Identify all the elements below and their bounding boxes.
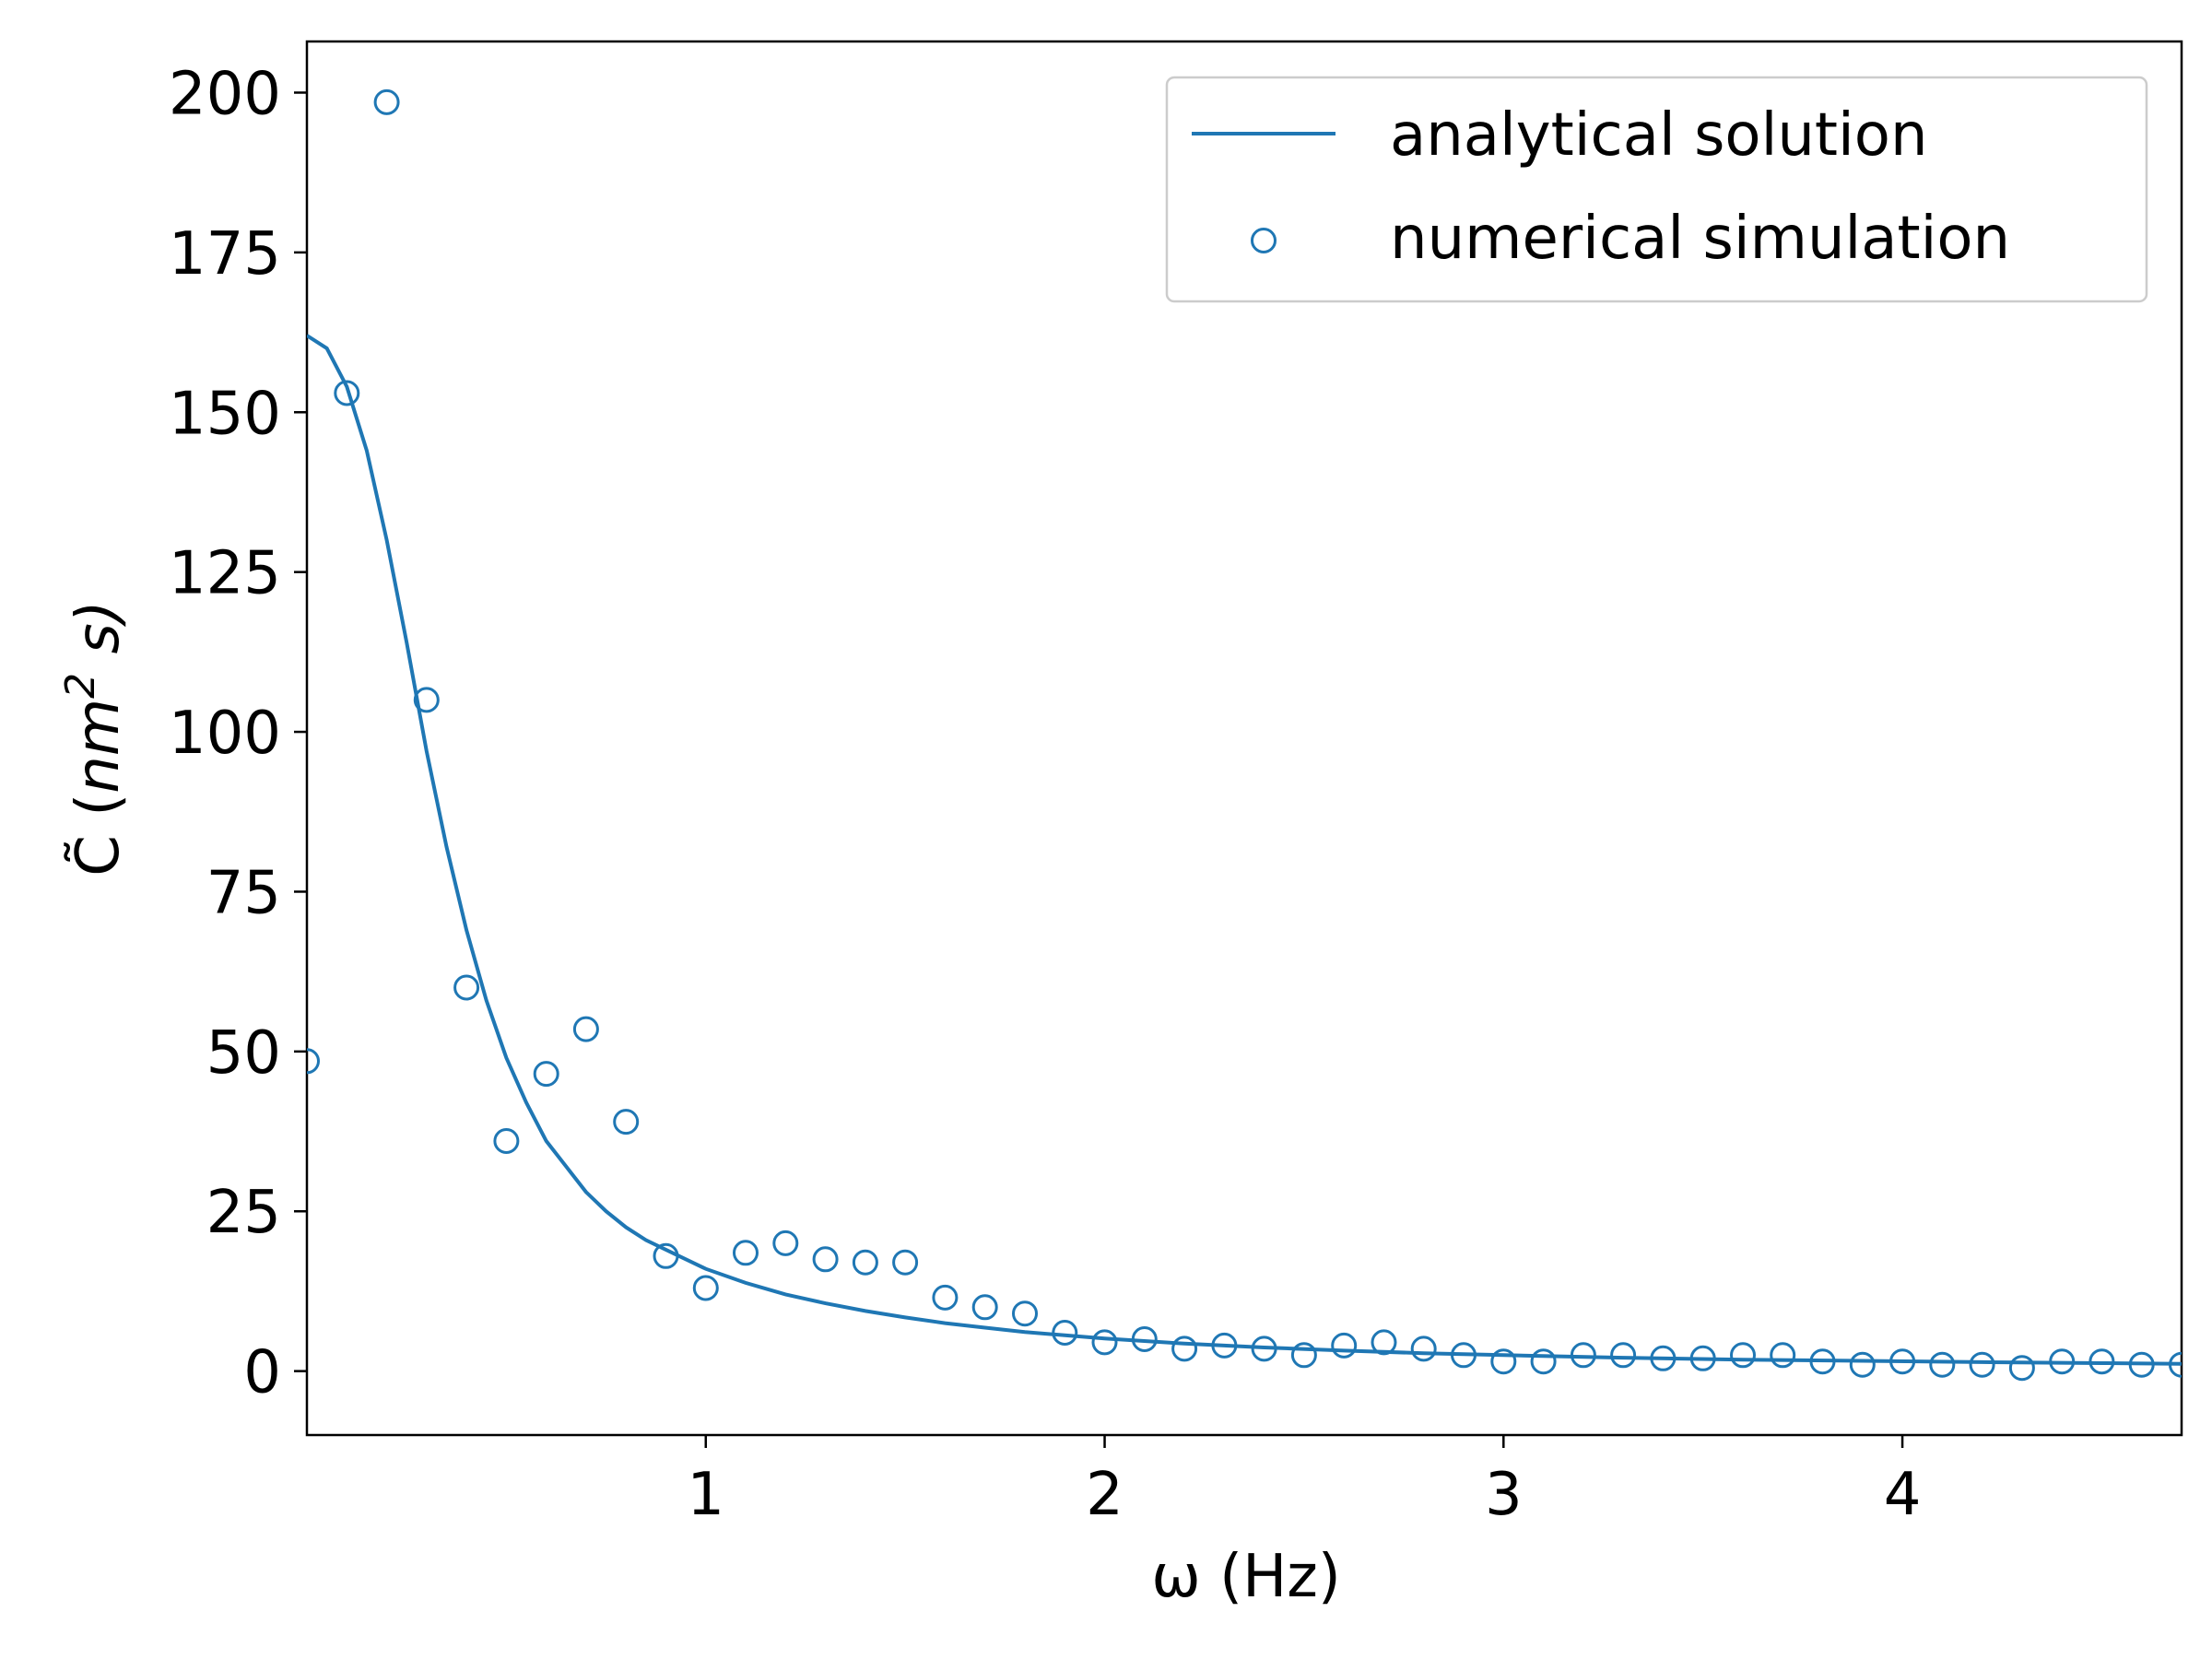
data-point-marker xyxy=(653,1242,679,1269)
data-point-marker xyxy=(1251,1335,1277,1362)
data-point-marker xyxy=(1371,1329,1397,1356)
data-point-marker xyxy=(1290,1342,1317,1369)
data-point-marker xyxy=(1410,1335,1437,1362)
data-point-marker xyxy=(493,1128,520,1154)
data-point-marker xyxy=(733,1240,759,1266)
y-tick-label: 0 xyxy=(243,1339,281,1407)
y-tick-label: 75 xyxy=(206,859,281,927)
data-point-marker xyxy=(2128,1351,2155,1378)
y-tick-label: 25 xyxy=(206,1179,281,1247)
x-tick-label: 3 xyxy=(1485,1461,1523,1529)
data-point-marker xyxy=(1331,1332,1358,1359)
y-tick-label: 175 xyxy=(169,220,281,288)
plot-area-frame xyxy=(305,40,2183,1437)
data-point-marker xyxy=(852,1249,878,1276)
data-point-marker xyxy=(1929,1351,1956,1378)
data-point-marker xyxy=(1131,1326,1158,1352)
data-point-marker xyxy=(692,1275,719,1301)
plot-content xyxy=(307,88,2182,1382)
data-point-marker xyxy=(812,1246,839,1273)
data-point-marker xyxy=(772,1230,799,1256)
data-point-marker xyxy=(2088,1348,2115,1375)
data-point-marker xyxy=(1530,1348,1557,1375)
x-axis-label: ω (Hz) xyxy=(1151,1543,1341,1611)
data-point-marker xyxy=(373,88,400,115)
y-tick-label: 200 xyxy=(169,60,281,128)
legend-box xyxy=(1165,76,2148,303)
data-point-marker xyxy=(1091,1329,1118,1356)
data-point-marker xyxy=(1610,1342,1637,1369)
data-point-marker xyxy=(1770,1342,1796,1369)
data-point-marker xyxy=(413,687,440,713)
data-point-marker xyxy=(1211,1332,1238,1359)
data-point-marker xyxy=(971,1294,998,1321)
x-axis-ticks: 1 2 3 4 xyxy=(687,1435,1921,1529)
data-point-marker xyxy=(1689,1345,1716,1371)
data-point-marker xyxy=(453,974,480,1001)
data-point-marker xyxy=(1171,1335,1198,1362)
series-markers-numerical-simulation xyxy=(307,88,2182,1382)
data-point-marker xyxy=(1052,1320,1078,1346)
x-tick-label: 1 xyxy=(687,1461,724,1529)
x-tick-label: 2 xyxy=(1086,1461,1124,1529)
y-axis-label: C̃ (nm2 s) xyxy=(57,600,133,877)
y-tick-label: 150 xyxy=(169,380,281,448)
y-tick-label: 100 xyxy=(169,700,281,768)
data-point-marker xyxy=(932,1284,959,1311)
data-point-marker xyxy=(307,1048,320,1075)
data-point-marker xyxy=(1730,1342,1756,1369)
data-point-marker xyxy=(1849,1351,1876,1378)
data-point-marker xyxy=(1809,1348,1836,1375)
legend: analytical solution numerical simulation xyxy=(1165,76,2148,303)
y-tick-label: 50 xyxy=(206,1019,281,1088)
legend-label-analytical-solution: analytical solution xyxy=(1390,101,1928,170)
data-point-marker xyxy=(613,1109,640,1135)
data-point-marker xyxy=(2008,1355,2035,1382)
data-point-marker xyxy=(2169,1351,2182,1378)
y-axis-label-suffix: s) xyxy=(65,600,133,673)
y-axis-label-exponent: 2 xyxy=(57,673,104,699)
data-point-marker xyxy=(334,380,360,406)
legend-marker-swatch xyxy=(1251,228,1277,253)
data-point-marker xyxy=(1451,1342,1477,1369)
data-point-marker xyxy=(1490,1348,1517,1375)
data-point-marker xyxy=(533,1061,559,1088)
y-tick-label: 125 xyxy=(169,540,281,608)
x-tick-label: 4 xyxy=(1884,1461,1922,1529)
series-line-analytical-solution xyxy=(307,334,2182,1366)
data-point-marker xyxy=(892,1249,919,1276)
data-point-marker xyxy=(2049,1348,2076,1375)
data-point-marker xyxy=(1650,1345,1677,1371)
y-axis-label-base: C̃ ( xyxy=(63,794,133,877)
data-point-marker xyxy=(1889,1348,1916,1375)
y-axis-label-unit: nm xyxy=(65,699,133,794)
data-point-marker xyxy=(1969,1351,1995,1378)
y-axis-ticks: 0 25 50 75 100 125 150 175 200 xyxy=(169,60,307,1407)
data-point-marker xyxy=(1012,1300,1038,1327)
legend-label-numerical-simulation: numerical simulation xyxy=(1390,205,2010,273)
data-point-marker xyxy=(1570,1342,1596,1369)
data-point-marker xyxy=(572,1016,599,1042)
